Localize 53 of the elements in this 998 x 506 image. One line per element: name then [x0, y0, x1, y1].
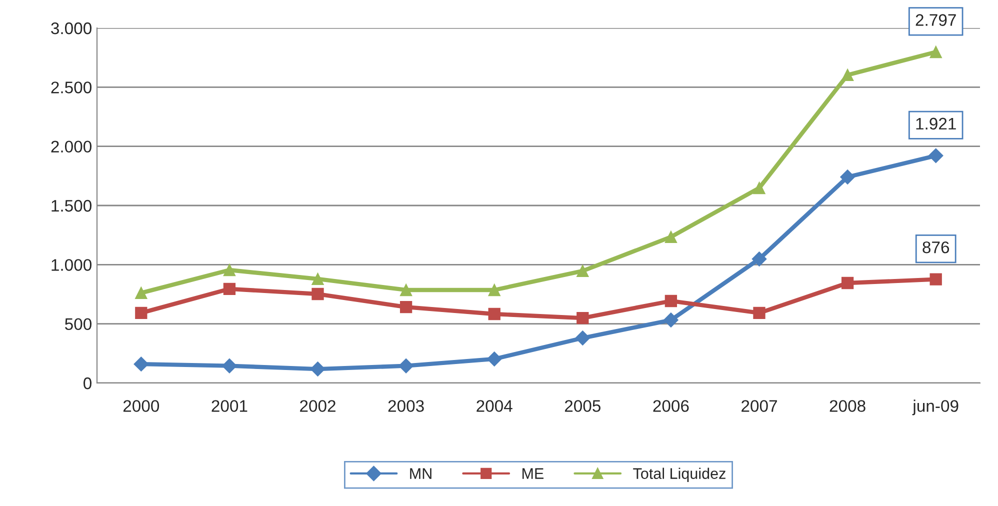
x-tick-label: 2006	[653, 400, 689, 412]
point	[575, 330, 590, 346]
data-label: 2.797	[916, 14, 956, 26]
y-tick-label: 0	[84, 377, 92, 390]
point	[841, 276, 854, 290]
point	[222, 358, 237, 374]
point	[223, 282, 236, 295]
point	[664, 230, 678, 244]
legend-label: MN	[410, 468, 432, 479]
legend-label: Total Liquidez	[633, 468, 726, 482]
x-tick-label: 2001	[212, 400, 248, 412]
y-tick-label: 2.000	[51, 140, 92, 153]
point	[312, 272, 324, 286]
y-tick-label: 1.500	[52, 200, 92, 212]
point	[664, 312, 678, 328]
x-tick-label: jun-09	[912, 400, 958, 416]
point	[135, 306, 148, 320]
x-tick-label: 2004	[476, 400, 512, 412]
point	[135, 286, 148, 300]
point	[400, 300, 412, 314]
point	[310, 362, 326, 376]
x-tick-label: 2003	[388, 400, 424, 412]
point	[753, 306, 766, 320]
point	[312, 288, 324, 300]
y-tick-label: 500	[65, 318, 92, 330]
point	[400, 284, 412, 296]
point	[488, 308, 500, 320]
y-tick-label: 2.500	[51, 82, 92, 94]
data-label: 1.921	[916, 118, 956, 130]
point	[223, 264, 236, 276]
point	[486, 352, 502, 366]
point	[576, 264, 589, 278]
x-tick-label: 2007	[742, 400, 777, 412]
data-label: 876	[922, 241, 950, 254]
x-tick-label: 2005	[564, 400, 600, 412]
point	[576, 312, 589, 324]
point	[840, 170, 855, 184]
point	[398, 358, 414, 374]
y-tick-label: 3.000	[51, 22, 92, 34]
x-tick-label: 2002	[300, 400, 336, 412]
x-tick-label: 2000	[123, 400, 160, 412]
point	[752, 252, 767, 266]
point	[488, 284, 500, 296]
point	[134, 356, 149, 372]
point	[928, 148, 944, 164]
point	[930, 273, 942, 286]
y-tick-label: 1.000	[52, 259, 92, 271]
point	[841, 68, 854, 82]
point	[664, 294, 678, 308]
point	[930, 46, 942, 58]
x-tick-label: 2008	[830, 400, 866, 412]
point	[753, 182, 766, 194]
legend-label: ME	[522, 468, 544, 479]
